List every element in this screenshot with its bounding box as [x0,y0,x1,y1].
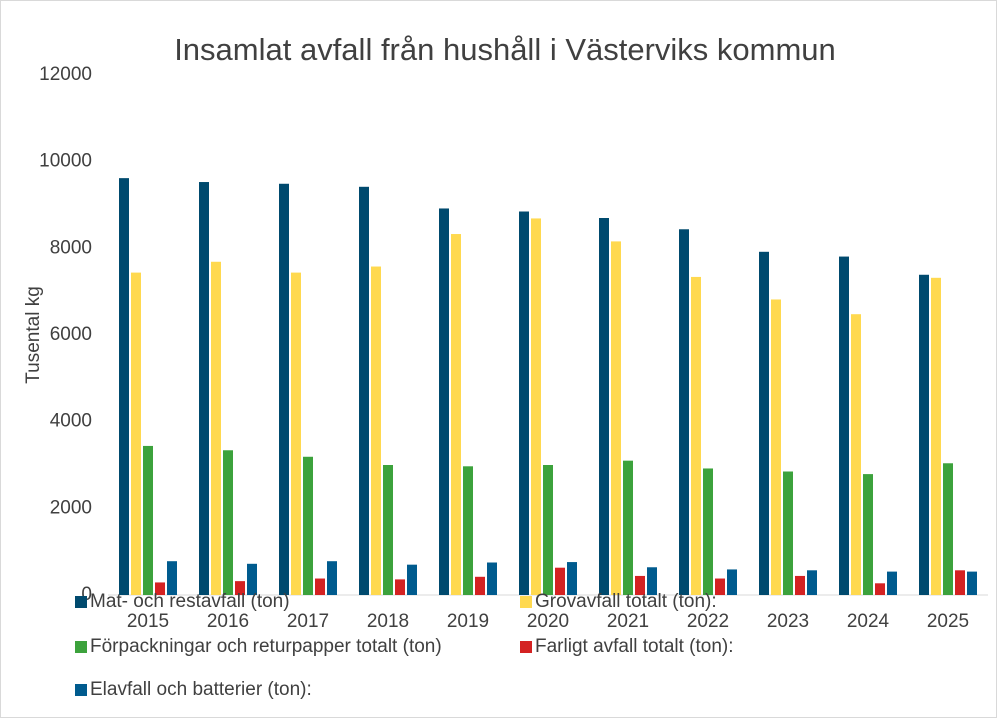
x-tick-label: 2019 [447,611,489,632]
x-tick-label: 2017 [287,611,329,632]
bar [715,578,725,595]
bar [783,471,793,595]
y-tick-label: 0 [81,584,92,605]
y-tick-label: 12000 [39,64,92,85]
x-tick-label: 2025 [927,611,969,632]
chart-title: Insamlat avfall från hushåll i Västervik… [174,32,836,67]
bar [291,272,301,595]
bar [235,581,245,595]
bar [795,575,805,595]
x-tick-label: 2024 [847,611,890,632]
bar [279,183,289,595]
x-tick-label: 2023 [767,611,809,632]
y-axis-label: Tusental kg [23,286,44,384]
legend-label: Farligt avfall totalt (ton): [535,636,734,657]
bar [599,218,609,595]
x-tick-label: 2021 [607,611,649,632]
bar [543,465,553,595]
y-tick-label: 4000 [50,411,92,432]
bar [691,276,701,595]
bar [887,571,897,595]
bar [623,460,633,595]
bar [771,299,781,595]
bar [439,208,449,595]
x-tick-label: 2018 [367,611,409,632]
bar [247,563,257,595]
bar [223,450,233,595]
bar [679,229,689,595]
bar [807,570,817,595]
x-tick-label: 2022 [687,611,729,632]
bar [119,178,129,595]
bar [703,468,713,595]
bar [863,474,873,595]
y-tick-label: 10000 [39,151,92,172]
bar [955,570,965,595]
bar [635,575,645,595]
bar [155,582,165,595]
y-tick-label: 8000 [50,237,92,258]
legend-swatch [75,596,87,608]
bar [875,583,885,595]
legend-label: Förpackningar och returpapper totalt (to… [90,636,442,657]
bar [839,256,849,595]
legend-label: Grovavfall totalt (ton): [535,591,717,612]
bar [931,277,941,595]
bar [647,567,657,595]
bar [475,576,485,595]
bar [943,463,953,595]
bar [143,445,153,595]
bar [919,274,929,595]
legend-label: Mat- och restavfall (ton) [90,591,290,612]
bar [211,261,221,595]
bar [303,456,313,595]
bar [531,218,541,595]
bar [487,562,497,595]
bar [327,561,337,595]
bar [199,182,209,596]
legend-swatch [75,641,87,653]
bar [851,314,861,595]
legend-label: Elavfall och batterier (ton): [90,679,312,700]
bar [315,578,325,595]
bar [451,234,461,596]
x-tick-label: 2015 [127,611,169,632]
bar [555,567,565,595]
bar [395,579,405,595]
bar [967,571,977,595]
bar [567,562,577,595]
bar [727,569,737,595]
bar [407,564,417,595]
bar [611,241,621,595]
bar [519,211,529,595]
legend-swatch [520,596,532,608]
y-tick-label: 2000 [50,497,92,518]
bar [383,465,393,595]
x-tick-label: 2016 [207,611,249,632]
bar [131,272,141,595]
bar [359,186,369,596]
legend-swatch [75,684,87,696]
legend-swatch [520,641,532,653]
bar [371,266,381,595]
y-tick-label: 6000 [50,324,92,345]
bar [167,561,177,595]
bar [463,466,473,595]
x-tick-label: 2020 [527,611,569,632]
bar [759,251,769,596]
